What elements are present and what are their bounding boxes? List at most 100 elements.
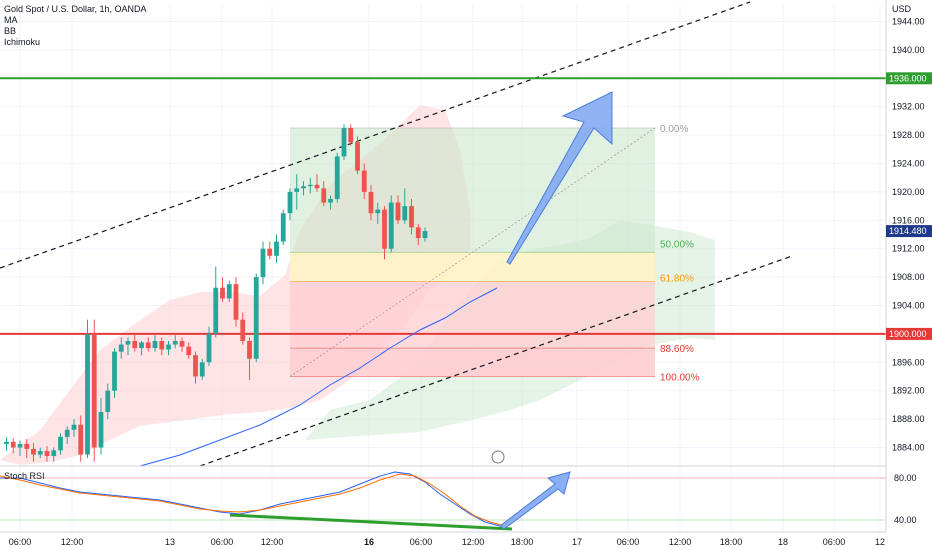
- price-tick-label: 1884.00: [892, 443, 925, 453]
- stoch-rsi-label[interactable]: Stoch RSI: [4, 471, 45, 481]
- candle: [44, 446, 50, 462]
- candle: [240, 312, 246, 345]
- candle: [145, 337, 151, 352]
- price-tag-label: 1936.000: [889, 73, 927, 83]
- candle: [159, 337, 165, 356]
- candle: [186, 342, 192, 359]
- candle: [105, 383, 111, 420]
- candle: [328, 195, 333, 210]
- rsi-tick-label: 40.00: [894, 515, 917, 525]
- candle-body: [368, 191, 374, 214]
- candle-body: [166, 344, 171, 350]
- fib-label: 0.00%: [660, 124, 688, 135]
- time-tick-label: 12:00: [261, 537, 284, 547]
- candle: [301, 181, 306, 196]
- candle: [382, 206, 387, 260]
- price-tick-label: 1892.00: [892, 386, 925, 396]
- candle-body: [375, 209, 381, 214]
- candle: [58, 433, 63, 455]
- fib-label: 88.60%: [660, 344, 694, 355]
- candle-body: [112, 351, 117, 391]
- candle: [78, 415, 84, 462]
- candle: [98, 397, 104, 455]
- event-marker-icon: [491, 450, 505, 464]
- candle-body: [4, 441, 9, 444]
- time-tick-label: 17: [572, 537, 582, 547]
- candle-body: [314, 184, 320, 189]
- fib-zone-886-100: [290, 348, 655, 377]
- candle-body: [98, 412, 104, 448]
- candle: [31, 443, 36, 462]
- time-tick-label: 13: [165, 537, 175, 547]
- candle: [348, 124, 354, 146]
- projection-arrow-shape: [506, 91, 613, 265]
- time-tick-label: 06:00: [211, 537, 234, 547]
- candle: [24, 438, 30, 459]
- candle-body: [206, 333, 212, 363]
- candle: [125, 337, 131, 356]
- indicator-ichimoku[interactable]: Ichimoku: [4, 37, 41, 47]
- projection-arrow: [506, 91, 613, 265]
- candle: [10, 438, 16, 454]
- candle-body: [422, 230, 428, 239]
- indicator-ma[interactable]: MA: [4, 15, 18, 25]
- candle-body: [85, 333, 90, 455]
- channel-lower-line: [199, 255, 793, 467]
- price-tick-label: 1912.00: [892, 244, 925, 254]
- rsi-arrow-shape: [499, 471, 571, 530]
- candle-body: [402, 206, 408, 221]
- candle: [355, 136, 360, 175]
- candle-body: [341, 128, 347, 157]
- candle-body: [159, 341, 165, 350]
- candle: [199, 358, 205, 381]
- candle-body: [260, 248, 266, 278]
- price-tick-label: 1904.00: [892, 301, 925, 311]
- stoch-d-line: [0, 473, 506, 527]
- candle-body: [226, 284, 232, 299]
- fib-label: 61.80%: [660, 273, 694, 284]
- moving-average: [139, 287, 498, 467]
- candle-body: [348, 128, 354, 143]
- symbol-title[interactable]: Gold Spot / U.S. Dollar, 1h, OANDA: [4, 4, 147, 14]
- candle: [274, 234, 279, 263]
- candle: [260, 241, 266, 285]
- candle-body: [186, 346, 192, 356]
- candle: [233, 277, 239, 327]
- divergence-line: [229, 513, 513, 531]
- time-tick-label: 16: [364, 537, 374, 547]
- price-tick-label: 1896.00: [892, 357, 925, 367]
- indicator-bb[interactable]: BB: [4, 26, 17, 36]
- price-tick-label: 1916.00: [892, 215, 925, 225]
- candle-body: [17, 443, 23, 448]
- candle: [341, 124, 347, 160]
- time-tick-label: 18:00: [720, 537, 743, 547]
- time-tick-label: 06:00: [9, 537, 32, 547]
- candle: [64, 426, 70, 444]
- candle: [402, 188, 408, 224]
- candle-body: [71, 424, 77, 430]
- candle: [388, 195, 394, 253]
- candle: [179, 337, 185, 352]
- candle-body: [301, 186, 306, 189]
- candle: [253, 273, 259, 363]
- candle-body: [125, 341, 131, 345]
- time-tick-label: 06:00: [410, 537, 433, 547]
- candle-body: [382, 209, 387, 249]
- candle-body: [328, 199, 333, 203]
- trend-channel: [0, 1, 793, 467]
- axis-background: [886, 0, 932, 550]
- fib-zone-618-886: [290, 281, 655, 349]
- fib-zone-0-50: [290, 128, 655, 253]
- price-tick-label: 1944.00: [892, 17, 925, 27]
- candle: [294, 174, 300, 210]
- candle-body: [172, 341, 178, 345]
- candles: [4, 124, 428, 462]
- candle-body: [294, 188, 300, 192]
- channel-upper-line: [0, 1, 751, 269]
- candle-body: [139, 342, 144, 349]
- candle: [368, 184, 374, 221]
- candle-body: [233, 284, 239, 320]
- time-tick-label: 06:00: [617, 537, 640, 547]
- candle-body: [10, 441, 16, 448]
